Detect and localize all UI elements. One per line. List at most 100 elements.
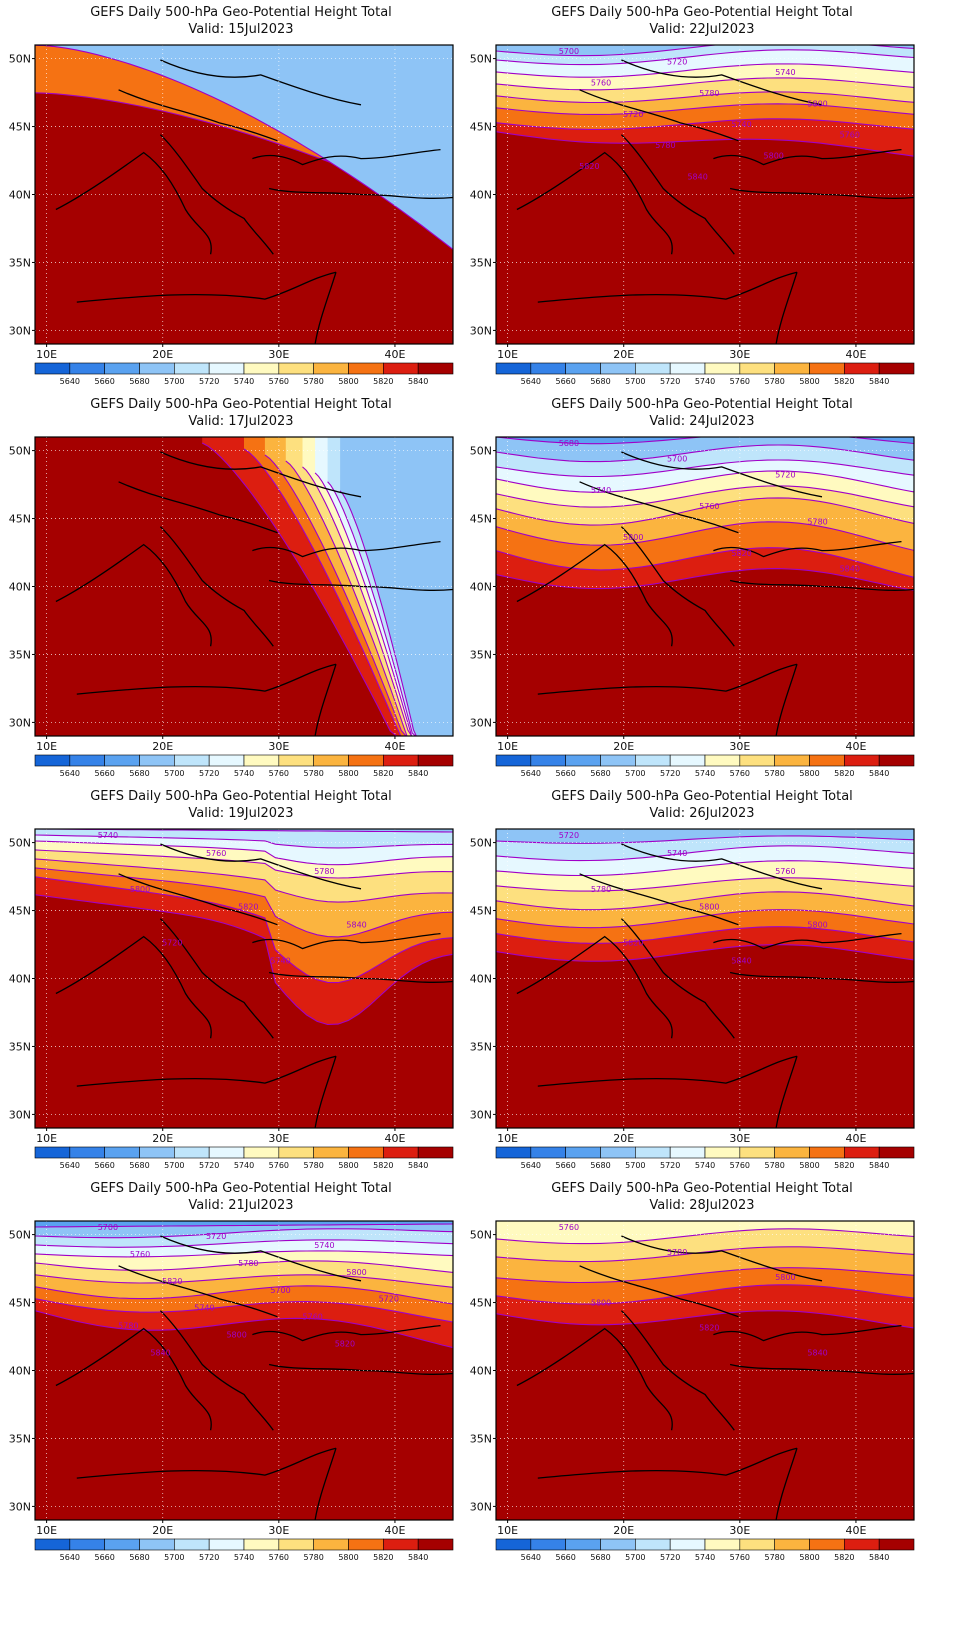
lon-label: 20E xyxy=(152,1132,173,1145)
colorbar-swatch xyxy=(565,1146,601,1159)
coastline xyxy=(621,1235,823,1282)
contour-label: 5740 xyxy=(667,849,687,858)
height-band xyxy=(496,829,914,844)
colorbar-swatch xyxy=(600,1146,636,1159)
colorbar-label: 5740 xyxy=(234,769,254,778)
coastline xyxy=(620,1310,735,1431)
colorbar-label: 5640 xyxy=(60,769,80,778)
colorbar-label: 5800 xyxy=(338,1553,358,1562)
colorbar-swatch xyxy=(739,1146,775,1159)
colorbar-label: 5820 xyxy=(373,1161,393,1170)
contour-line xyxy=(496,1310,914,1329)
colorbar-swatch xyxy=(530,1538,566,1551)
colorbar-label: 5680 xyxy=(590,1161,610,1170)
colorbar-label: 5740 xyxy=(234,1161,254,1170)
lat-label: 40N xyxy=(470,189,492,202)
coastline xyxy=(55,935,212,1039)
colorbar-label: 5720 xyxy=(199,769,219,778)
colorbar-label: 5780 xyxy=(303,769,323,778)
contour-label: 5700 xyxy=(559,47,579,56)
colorbar-swatch xyxy=(844,1146,880,1159)
height-band xyxy=(496,437,914,444)
colorbar-label: 5840 xyxy=(408,377,428,386)
contour-label: 5740 xyxy=(270,957,290,966)
coastline xyxy=(729,187,914,199)
contour-line xyxy=(496,891,914,911)
contour-line xyxy=(496,118,914,130)
map-panel: GEFS Daily 500-hPa Geo-Potential Height … xyxy=(461,784,943,1194)
colorbar-label: 5720 xyxy=(660,769,680,778)
contour-label: 5760 xyxy=(559,1223,579,1232)
contour-line xyxy=(496,909,914,929)
contour-label: 5720 xyxy=(623,110,643,119)
contour-line xyxy=(496,459,914,478)
colorbar-swatch xyxy=(208,754,245,767)
lon-label: 40E xyxy=(845,348,866,361)
lon-label: 20E xyxy=(152,1524,173,1537)
contour-label: 5800 xyxy=(130,885,150,894)
colorbar-swatch xyxy=(669,362,706,375)
contour-label: 5800 xyxy=(699,903,719,912)
contour-line xyxy=(496,1246,914,1263)
colorbar-swatch xyxy=(34,1538,71,1551)
lon-label: 10E xyxy=(497,740,518,753)
contour-label: 5780 xyxy=(118,1322,138,1331)
contour-line xyxy=(314,472,453,736)
contour-label: 5820 xyxy=(335,1340,355,1349)
colorbar-swatch xyxy=(565,362,601,375)
colorbar-label: 5720 xyxy=(660,1553,680,1562)
lon-label: 30E xyxy=(268,740,289,753)
coastline xyxy=(620,918,735,1039)
colorbar-swatch xyxy=(34,362,71,375)
colorbar-swatch xyxy=(139,754,175,767)
colorbar-label: 5660 xyxy=(555,377,575,386)
colorbar-label: 5640 xyxy=(60,1161,80,1170)
lon-label: 40E xyxy=(384,740,405,753)
colorbar-label: 5680 xyxy=(590,769,610,778)
colorbar-label: 5740 xyxy=(695,377,715,386)
height-band xyxy=(35,829,453,848)
coastline xyxy=(579,481,739,534)
colorbar-label: 5800 xyxy=(799,1161,819,1170)
colorbar-swatch xyxy=(417,1146,454,1159)
contour-line xyxy=(496,103,914,115)
colorbar-label: 5660 xyxy=(94,1161,114,1170)
coastline xyxy=(160,843,362,890)
height-map: 5740 5760 5780 5800 5820 5840 5720 5740 50N 45N 40… xyxy=(9,828,454,1170)
map-panel: GEFS Daily 500-hPa Geo-Potential Height … xyxy=(461,392,943,802)
colorbar-swatch xyxy=(104,362,140,375)
colorbar-swatch xyxy=(243,1538,280,1551)
panel-title: GEFS Daily 500-hPa Geo-Potential Height … xyxy=(551,397,853,412)
contour-line xyxy=(35,834,453,849)
lon-label: 20E xyxy=(152,740,173,753)
contour-label: 5720 xyxy=(775,470,795,479)
colorbar-swatch xyxy=(383,1538,419,1551)
colorbar-swatch xyxy=(704,1146,741,1159)
lat-label: 40N xyxy=(470,581,492,594)
contour-label: 5800 xyxy=(807,99,827,108)
contour-line xyxy=(35,45,453,250)
coastline xyxy=(621,59,823,106)
lat-label: 40N xyxy=(9,189,31,202)
coastline xyxy=(713,148,902,166)
lat-label: 30N xyxy=(470,1108,492,1121)
colorbar-swatch xyxy=(313,362,349,375)
lon-label: 30E xyxy=(729,348,750,361)
contour-label: 5760 xyxy=(130,1250,150,1259)
colorbar-label: 5780 xyxy=(764,1553,784,1562)
contour-line xyxy=(496,877,914,892)
colorbar-label: 5800 xyxy=(799,769,819,778)
coastline xyxy=(118,89,278,142)
coastline xyxy=(713,1324,902,1342)
lat-label: 30N xyxy=(470,716,492,729)
contour-line xyxy=(496,437,914,445)
colorbar-swatch xyxy=(530,754,566,767)
lat-label: 30N xyxy=(9,1108,31,1121)
colorbar-label: 5700 xyxy=(164,377,184,386)
contour-label: 5720 xyxy=(162,939,182,948)
contour-line xyxy=(35,894,453,1026)
colorbar-label: 5820 xyxy=(834,1553,854,1562)
coastline xyxy=(252,932,441,950)
lat-label: 40N xyxy=(470,973,492,986)
contour-label: 5680 xyxy=(559,439,579,448)
